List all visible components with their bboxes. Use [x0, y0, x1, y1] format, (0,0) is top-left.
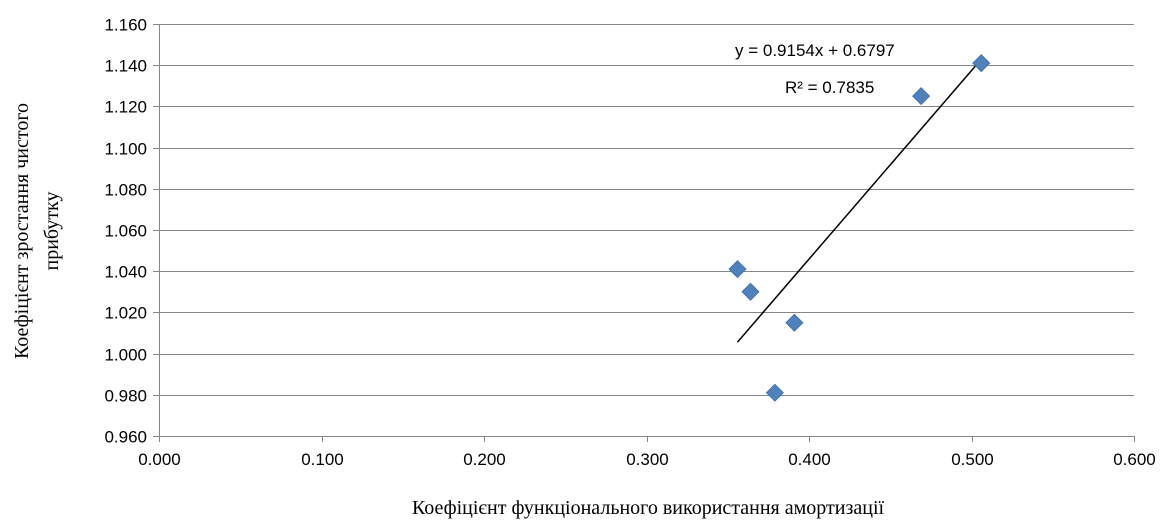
data-point-diamond: [765, 383, 784, 402]
y-tick-label: 1.080: [104, 181, 147, 200]
data-point-diamond: [912, 87, 931, 106]
x-axis-title: Коефіцієнт функціонального використання …: [412, 497, 885, 519]
data-points: [728, 54, 991, 402]
y-tick-label: 0.960: [104, 428, 147, 447]
y-axis-title-line-1: Коефіцієнт зростання чистого: [11, 103, 33, 359]
data-point-diamond: [728, 260, 747, 279]
y-tick-label: 0.980: [104, 387, 147, 406]
x-tick-label: 0.400: [788, 450, 831, 469]
trendline-equation: y = 0.9154x + 0.6797: [735, 41, 895, 60]
y-tick-label: 1.120: [104, 98, 147, 117]
y-tick-label: 1.140: [104, 57, 147, 76]
axes: [153, 24, 1135, 442]
data-point-diamond: [972, 54, 991, 73]
gridlines: [159, 24, 1134, 396]
x-tick-label: 0.500: [951, 450, 994, 469]
x-tick-label: 0.600: [1113, 450, 1156, 469]
x-tick-label: 0.100: [301, 450, 344, 469]
trendline-r-squared: R² = 0.7835: [785, 78, 874, 97]
y-tick-label: 1.100: [104, 140, 147, 159]
x-tick-label: 0.000: [138, 450, 181, 469]
tick-labels: 0.960 0.980 1.000 1.020 1.040 1.060 1.080 1.100…: [104, 16, 1155, 470]
y-axis-title: Коефіцієнт зростання чистого прибутку: [11, 103, 63, 359]
data-point-diamond: [785, 313, 804, 332]
y-tick-label: 1.000: [104, 346, 147, 365]
y-tick-label: 1.160: [104, 16, 147, 35]
trendline-line: [736, 58, 982, 343]
x-tick-label: 0.200: [463, 450, 506, 469]
data-point-diamond: [741, 282, 760, 301]
y-tick-label: 1.040: [104, 263, 147, 282]
y-tick-label: 1.020: [104, 304, 147, 323]
y-axis-title-line-2: прибутку: [41, 192, 63, 271]
trendline: [736, 58, 982, 343]
y-tick-label: 1.060: [104, 222, 147, 241]
x-tick-label: 0.300: [626, 450, 669, 469]
